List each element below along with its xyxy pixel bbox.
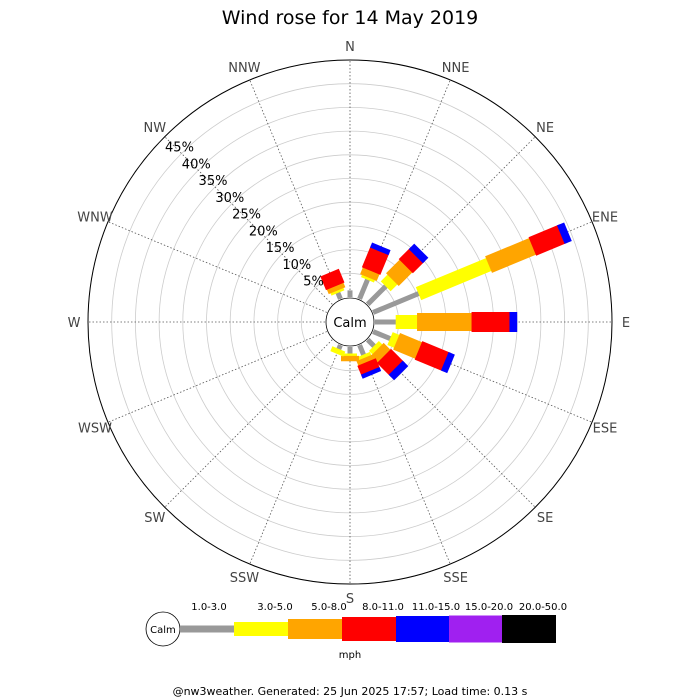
- spoke-wsw: [107, 331, 328, 423]
- ring-label-15: 15%: [266, 241, 295, 256]
- legend-calm-label: Calm: [150, 625, 176, 636]
- direction-label-ese: ESE: [593, 422, 618, 437]
- direction-label-ne: NE: [536, 121, 554, 136]
- bar-ssw-3.0-5.0: [330, 346, 346, 357]
- ring-label-35: 35%: [199, 174, 228, 189]
- legend-swatch-20.0-50.0: [502, 615, 556, 643]
- chart-title: Wind rose for 14 May 2019: [222, 7, 479, 29]
- direction-label-ene: ENE: [592, 210, 618, 225]
- bar-nne-11.0-15.0: [370, 242, 391, 256]
- bar-ne-5.0-8.0: [386, 257, 415, 286]
- spoke-nw: [164, 136, 333, 305]
- outer-ring: [87, 59, 613, 585]
- speed-legend: Calm 1.0-3.0 3.0-5.0 5.0-8.0 8.0-11.0 11.0-15…: [145, 602, 567, 661]
- bar-nne-1.0-3.0: [357, 276, 371, 300]
- spoke-ssw: [249, 344, 341, 565]
- direction-label-ssw: SSW: [230, 571, 260, 586]
- ring-label-40: 40%: [182, 157, 211, 172]
- legend-bin-label: 15.0-20.0: [465, 602, 513, 613]
- legend-swatch-8.0-11.0: [342, 617, 396, 641]
- legend-bin-label: 3.0-5.0: [257, 602, 292, 613]
- ring-label-5: 5%: [303, 275, 324, 290]
- legend-bin-label: 1.0-3.0: [191, 602, 226, 613]
- direction-labels: N NNE NE ENE E ESE SE SSE S SSW SW WSW W WNW NW NNW: [68, 40, 631, 607]
- direction-label-s: S: [346, 592, 354, 607]
- legend-bin-label: 20.0-50.0: [519, 602, 567, 613]
- legend-bin-label: 8.0-11.0: [362, 602, 404, 613]
- ring-label-45: 45%: [165, 140, 194, 155]
- ring-label-30: 30%: [215, 191, 244, 206]
- calm-label: Calm: [333, 316, 366, 331]
- bar-se-8.0-11.0: [376, 348, 405, 377]
- direction-label-wsw: WSW: [78, 422, 112, 437]
- bar-ne-11.0-15.0: [408, 243, 429, 264]
- spoke-sse: [359, 344, 451, 565]
- spoke-wnw: [107, 221, 328, 313]
- bar-ese-8.0-11.0: [414, 341, 452, 372]
- calm-circle: [325, 297, 375, 347]
- legend-unit: mph: [339, 650, 361, 661]
- bar-nnw-8.0-11.0: [320, 268, 345, 291]
- bar-se-11.0-15.0: [388, 360, 409, 381]
- direction-label-nne: NNE: [442, 61, 470, 76]
- bar-ene-3.0-5.0: [415, 256, 495, 301]
- ring-label-25: 25%: [232, 208, 261, 223]
- spoke-sw: [164, 339, 333, 508]
- direction-label-se: SE: [537, 511, 553, 526]
- bar-ene-8.0-11.0: [528, 224, 568, 256]
- ring-labels: 5% 10% 15% 20%25% 30% 35% 40% 45%: [165, 140, 324, 289]
- calm-center: Calm: [325, 297, 375, 347]
- bar-ese-5.0-8.0: [393, 332, 425, 360]
- bar-ese-1.0-3.0: [372, 329, 394, 343]
- wind-bars: [320, 222, 572, 381]
- legend-swatch-1.0-3.0: [180, 625, 234, 633]
- direction-label-w: W: [68, 316, 81, 331]
- legend-bin-label: 5.0-8.0: [311, 602, 346, 613]
- legend-swatch-15.0-20.0: [449, 615, 502, 643]
- direction-label-nnw: NNW: [228, 61, 260, 76]
- legend-swatch-11.0-15.0: [396, 616, 449, 642]
- direction-label-sse: SSE: [443, 571, 468, 586]
- bar-nne-8.0-11.0: [361, 244, 390, 275]
- direction-label-nw: NW: [144, 121, 167, 136]
- bar-ese-11.0-15.0: [440, 352, 455, 374]
- legend-swatch-3.0-5.0: [234, 622, 288, 636]
- direction-label-sw: SW: [144, 511, 165, 526]
- footer-text: @nw3weather. Generated: 25 Jun 2025 17:5…: [173, 685, 528, 698]
- grid-ring-45: [111, 83, 589, 561]
- ring-label-20: 20%: [249, 224, 278, 239]
- bar-ene-11.0-15.0: [556, 222, 572, 244]
- ring-label-10: 10%: [282, 258, 311, 273]
- bar-ene-5.0-8.0: [485, 237, 539, 273]
- direction-label-n: N: [345, 40, 355, 55]
- spoke-nnw: [249, 79, 341, 300]
- direction-label-e: E: [622, 316, 630, 331]
- bar-sse-11.0-15.0: [360, 366, 382, 379]
- bar-ne-1.0-3.0: [365, 282, 390, 307]
- legend-swatch-5.0-8.0: [288, 619, 342, 639]
- direction-label-wnw: WNW: [77, 210, 113, 225]
- legend-bin-label: 11.0-15.0: [412, 602, 460, 613]
- bar-ene-1.0-3.0: [372, 290, 423, 315]
